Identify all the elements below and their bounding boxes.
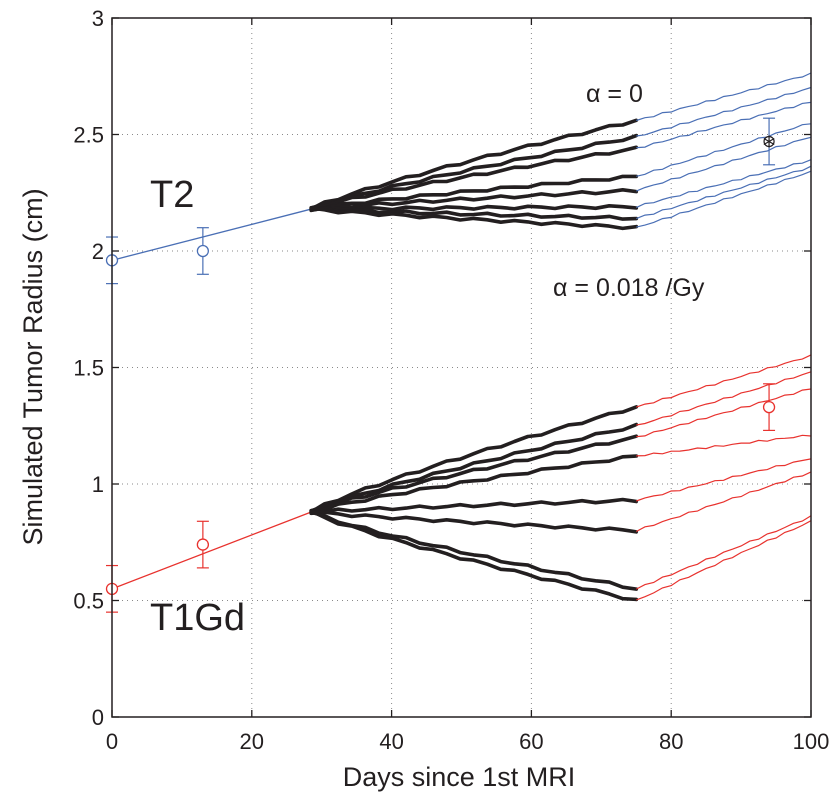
therapy-trajectory: [309, 145, 639, 210]
series-label-t2: T2: [150, 174, 194, 216]
therapy-trajectory: [309, 206, 639, 231]
therapy-trajectory: [309, 434, 639, 513]
circle-marker: [762, 400, 776, 414]
post-therapy-line: [636, 354, 812, 408]
post-therapy-line: [636, 86, 812, 137]
therapy-trajectory: [309, 118, 639, 211]
therapy-trajectory: [309, 509, 639, 602]
x-tick-label: 20: [240, 729, 264, 754]
post-therapy-line: [636, 170, 812, 228]
therapy-trajectory: [309, 454, 639, 514]
x-tick-label: 80: [659, 729, 683, 754]
axis-ticks: 0 20 40 60 80 100 0 0.5 1 1.5 2 2.5 3: [73, 6, 829, 754]
therapy-trajectory: [309, 422, 639, 513]
post-therapy-line: [636, 165, 812, 220]
post-therapy-line: [636, 101, 812, 149]
post-therapy-line: [636, 123, 812, 177]
annotation-alpha-value: α = 0.018 /Gy: [553, 274, 705, 302]
y-axis-label: Simulated Tumor Radius (cm): [18, 188, 48, 545]
post-therapy-line: [636, 515, 812, 590]
series-layer: [111, 72, 812, 602]
x-tick-label: 0: [106, 729, 118, 754]
post-therapy-line: [636, 159, 812, 209]
y-tick-label: 0.5: [73, 589, 104, 614]
asterisk-stroke: [763, 137, 775, 146]
therapy-trajectory: [309, 405, 639, 514]
circle-marker: [196, 538, 210, 551]
x-tick-label: 100: [793, 729, 830, 754]
therapy-trajectory: [309, 204, 639, 213]
y-tick-label: 1.5: [73, 356, 104, 381]
observation-markers: [105, 117, 776, 613]
therapy-trajectory: [309, 510, 639, 534]
annotation-alpha-zero: α = 0: [586, 80, 643, 108]
x-tick-label: 40: [379, 729, 403, 754]
y-tick-label: 2: [92, 239, 104, 264]
circle-marker: [196, 244, 210, 258]
post-therapy-line: [636, 471, 812, 533]
y-tick-label: 0: [92, 705, 104, 730]
therapy-trajectory: [309, 206, 639, 221]
post-therapy-line: [636, 388, 812, 438]
therapy-trajectory: [309, 497, 639, 515]
y-tick-label: 3: [92, 6, 104, 31]
y-tick-label: 1: [92, 472, 104, 497]
post-therapy-line: [636, 72, 812, 122]
therapy-trajectory: [309, 174, 639, 211]
pre-therapy-line: [111, 208, 312, 261]
y-tick-label: 2.5: [73, 123, 104, 148]
x-axis-label: Days since 1st MRI: [343, 762, 576, 792]
post-therapy-line: [636, 458, 812, 502]
post-therapy-line: [636, 520, 812, 601]
post-therapy-line: [636, 434, 812, 457]
therapy-trajectory: [309, 510, 639, 591]
post-therapy-line: [636, 371, 812, 426]
therapy-trajectory: [309, 188, 639, 212]
pre-therapy-line: [111, 511, 312, 590]
therapy-trajectory: [309, 133, 639, 210]
series-label-t1gd: T1Gd: [150, 597, 245, 639]
post-therapy-line: [636, 136, 812, 192]
x-tick-label: 60: [519, 729, 543, 754]
